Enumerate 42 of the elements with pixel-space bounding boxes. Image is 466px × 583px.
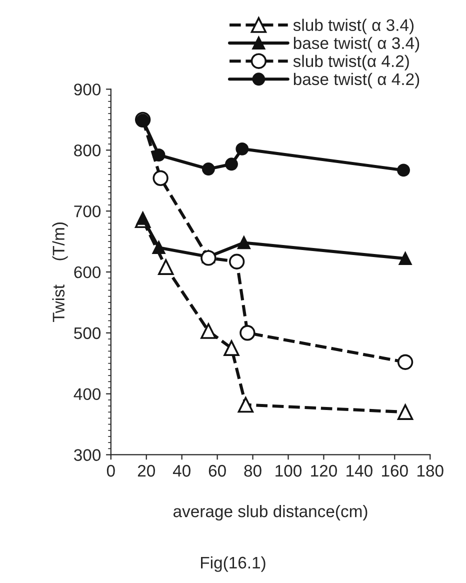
y-tick-label: 800 bbox=[74, 144, 101, 156]
y-tick-label: 500 bbox=[74, 327, 101, 340]
point bbox=[158, 259, 174, 275]
legend-label: slub twist(α 4.2) bbox=[293, 54, 409, 70]
y-tick-label: 600 bbox=[74, 266, 101, 278]
y-tick-label: 700 bbox=[74, 205, 101, 218]
x-tick-label: 180 bbox=[417, 464, 444, 477]
point bbox=[202, 162, 215, 176]
x-tick-label: 100 bbox=[276, 464, 302, 477]
point bbox=[152, 170, 168, 186]
x-tick-label: 40 bbox=[172, 464, 190, 477]
x-axis-title: average slub distance(cm) bbox=[174, 505, 368, 521]
point bbox=[398, 252, 412, 266]
text: Fig(16.1) bbox=[201, 556, 266, 572]
point bbox=[240, 325, 256, 341]
x-tick-label: 160 bbox=[382, 464, 408, 477]
y-tick-label: 900 bbox=[74, 84, 101, 96]
point bbox=[397, 404, 414, 420]
y-axis-title: Twist (T/m) bbox=[52, 222, 68, 322]
legend-label: base twist( α 4.2) bbox=[294, 72, 420, 88]
legend-label: base twist( α 3.4) bbox=[294, 36, 420, 52]
x-tick-label: 140 bbox=[346, 464, 372, 477]
x-tick-label: 20 bbox=[138, 464, 155, 477]
point bbox=[236, 142, 249, 156]
x-tick-label: 0 bbox=[106, 464, 115, 477]
point bbox=[200, 323, 216, 339]
point bbox=[397, 164, 410, 177]
point bbox=[152, 148, 166, 162]
point bbox=[225, 158, 238, 171]
point bbox=[152, 241, 166, 254]
y-tick-label: 300 bbox=[74, 449, 101, 461]
point bbox=[237, 236, 250, 250]
x-tick-label: 60 bbox=[208, 464, 226, 477]
legend-label: slub twist( α 3.4) bbox=[293, 18, 414, 34]
point bbox=[238, 396, 254, 413]
point bbox=[200, 250, 216, 266]
point bbox=[228, 254, 245, 270]
x-tick-label: 80 bbox=[244, 464, 262, 477]
y-tick-label: 400 bbox=[74, 388, 101, 400]
x-tick-label: 120 bbox=[311, 464, 337, 477]
point bbox=[397, 354, 414, 370]
point bbox=[224, 340, 240, 356]
